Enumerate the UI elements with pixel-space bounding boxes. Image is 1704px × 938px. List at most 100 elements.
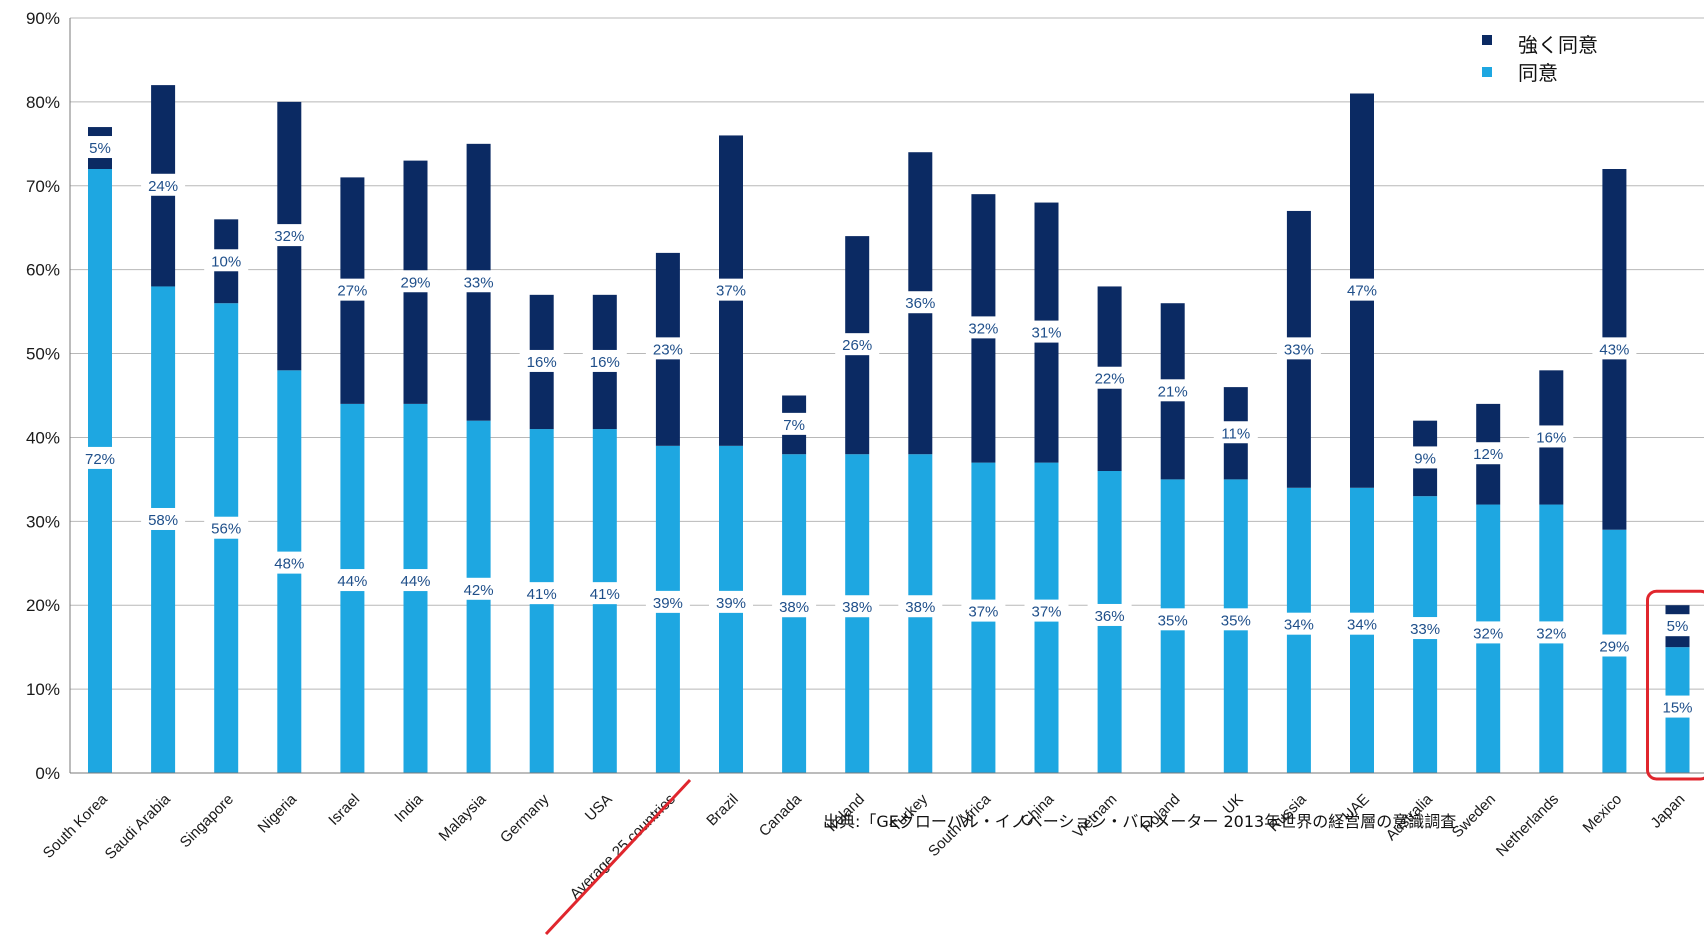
- x-tick-label: Singapore: [177, 791, 237, 851]
- value-label-bg: [78, 446, 122, 469]
- y-tick-label: 10%: [26, 680, 60, 699]
- value-label-strongly-agree: 10%: [211, 253, 241, 270]
- y-tick-label: 80%: [26, 93, 60, 112]
- value-label-bg: [1592, 337, 1637, 360]
- value-label-bg: [835, 595, 880, 618]
- value-label-agree: 42%: [464, 582, 494, 599]
- value-label-bg: [1213, 608, 1258, 631]
- y-tick-label: 70%: [26, 177, 60, 196]
- value-label-strongly-agree: 33%: [464, 274, 494, 291]
- value-label-agree: 72%: [85, 451, 115, 468]
- value-label-bg: [1087, 603, 1132, 626]
- value-label-agree: 58%: [148, 512, 178, 529]
- x-tick-label: Nigeria: [254, 790, 300, 836]
- value-label-bg: [1024, 599, 1069, 622]
- x-tick-label: Mexico: [1580, 791, 1626, 837]
- value-label-bg: [456, 270, 501, 293]
- value-label-bg: [582, 349, 627, 372]
- y-tick-label: 30%: [26, 512, 60, 531]
- value-label-bg: [1150, 379, 1195, 402]
- value-label-strongly-agree: 43%: [1599, 341, 1629, 358]
- value-label-bg: [582, 582, 627, 605]
- value-label-bg: [1592, 634, 1637, 657]
- x-tick-label: India: [391, 790, 426, 825]
- value-label-bg: [456, 577, 501, 600]
- x-tick-label: USA: [582, 791, 616, 825]
- value-label-strongly-agree: 24%: [148, 178, 178, 195]
- value-label-bg: [519, 349, 564, 372]
- value-label-bg: [709, 278, 753, 301]
- value-label-bg: [1340, 278, 1384, 301]
- y-tick-label: 90%: [26, 9, 60, 28]
- value-label-agree: 29%: [1599, 638, 1629, 655]
- value-label-agree: 41%: [527, 586, 557, 603]
- value-label-bg: [141, 173, 186, 196]
- value-label-agree: 39%: [653, 595, 683, 612]
- x-tick-label: Brazil: [703, 791, 742, 830]
- value-label-agree: 48%: [274, 556, 304, 573]
- y-tick-label: 40%: [26, 428, 60, 447]
- value-label-strongly-agree: 36%: [905, 295, 935, 312]
- value-label-bg: [898, 291, 943, 314]
- value-label-bg: [1529, 621, 1574, 644]
- value-label-layer: 72% 5% 58% 24% 56% 10% 48% 32% 44% 27% 44% 29% 42% 33…: [78, 136, 1700, 718]
- value-label-bg: [772, 412, 817, 435]
- value-label-agree: 38%: [779, 599, 809, 616]
- value-label-strongly-agree: 32%: [274, 228, 304, 245]
- value-label-strongly-agree: 47%: [1347, 283, 1377, 300]
- value-label-bg: [1340, 612, 1384, 635]
- value-label-agree: 56%: [211, 521, 241, 538]
- value-label-strongly-agree: 31%: [1031, 325, 1061, 342]
- value-label-bg: [204, 249, 249, 272]
- legend: 強く同意 同意: [1482, 33, 1598, 85]
- y-tick-label: 0%: [35, 764, 60, 783]
- value-label-agree: 44%: [337, 573, 367, 590]
- highlight-box-japan: [1646, 589, 1704, 781]
- value-label-strongly-agree: 5%: [89, 140, 111, 157]
- value-label-bg: [267, 224, 312, 247]
- x-tick-label: Japan: [1647, 791, 1688, 832]
- value-label-strongly-agree: 21%: [1158, 383, 1188, 400]
- source-note: 出典:「GEグローバル・イノベーション・バロメーター 2013年世界の経営層の意…: [823, 812, 1456, 831]
- x-tick-label: Germany: [497, 790, 553, 846]
- value-label-strongly-agree: 11%: [1221, 425, 1250, 442]
- value-label-bg: [1529, 425, 1574, 448]
- value-label-bg: [1213, 421, 1258, 444]
- value-label-bg: [898, 595, 943, 618]
- y-tick-label: 50%: [26, 345, 60, 364]
- value-label-agree: 38%: [905, 599, 935, 616]
- value-label-strongly-agree: 26%: [842, 337, 872, 354]
- value-label-strongly-agree: 5%: [1667, 618, 1689, 635]
- x-tick-label: Saudi Arabia: [102, 790, 175, 863]
- value-label-strongly-agree: 16%: [1536, 429, 1566, 446]
- legend-label-agree: 同意: [1518, 61, 1558, 85]
- value-label-agree: 34%: [1284, 617, 1314, 634]
- legend-label-strong: 強く同意: [1518, 33, 1598, 57]
- value-label-strongly-agree: 12%: [1473, 446, 1503, 463]
- value-label-agree: 39%: [716, 595, 746, 612]
- value-label-strongly-agree: 37%: [716, 283, 746, 300]
- value-label-bg: [645, 337, 690, 360]
- value-label-bg: [1655, 614, 1700, 637]
- value-label-agree: 36%: [1095, 608, 1125, 625]
- value-label-bg: [519, 582, 564, 605]
- value-label-strongly-agree: 16%: [590, 354, 620, 371]
- value-label-bg: [330, 569, 375, 592]
- value-label-strongly-agree: 32%: [968, 320, 998, 337]
- value-label-bg: [267, 551, 312, 574]
- value-label-bg: [1403, 446, 1448, 469]
- x-tick-label: Israel: [325, 791, 363, 829]
- value-label-strongly-agree: 22%: [1095, 371, 1125, 388]
- value-label-bg: [1087, 366, 1132, 389]
- annotation-stroke: [544, 778, 692, 936]
- value-label-agree: 35%: [1221, 612, 1251, 629]
- value-label-strongly-agree: 27%: [337, 283, 367, 300]
- value-label-bg: [393, 270, 438, 293]
- value-label-agree: 35%: [1158, 612, 1188, 629]
- value-label-bg: [204, 516, 249, 539]
- value-label-bg: [141, 507, 186, 530]
- value-label-bg: [1403, 617, 1448, 640]
- value-label-strongly-agree: 33%: [1284, 341, 1314, 358]
